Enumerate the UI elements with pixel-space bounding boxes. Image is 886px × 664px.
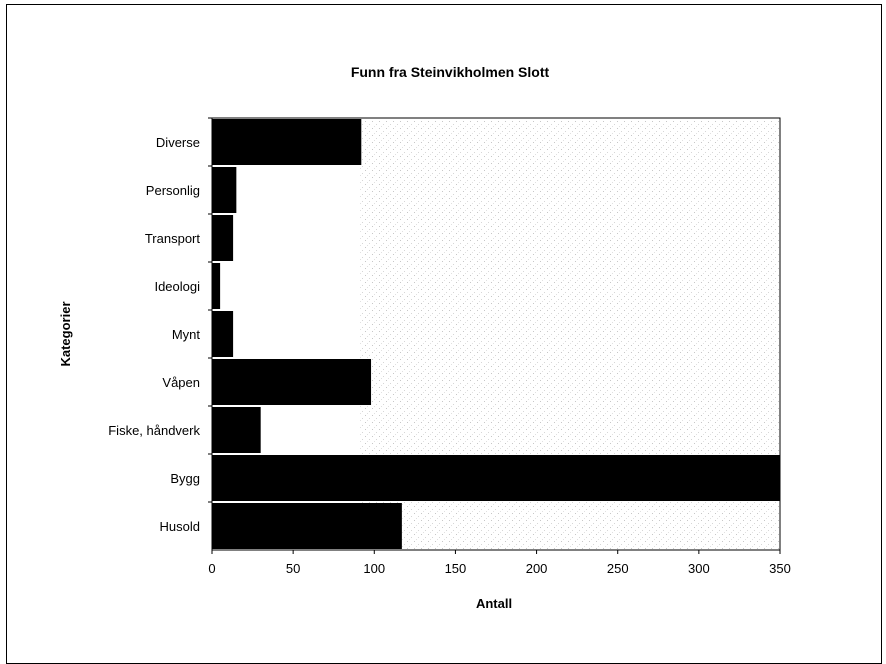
- y-tick-label: Husold: [160, 519, 200, 534]
- x-tick-label: 350: [769, 561, 791, 576]
- bar: [212, 119, 362, 165]
- x-tick-label: 200: [526, 561, 548, 576]
- y-tick-label: Ideologi: [154, 279, 200, 294]
- y-axis-title: Kategorier: [58, 301, 73, 366]
- y-tick-label: Bygg: [170, 471, 200, 486]
- bar: [212, 407, 261, 453]
- bar: [212, 311, 234, 357]
- bar: [212, 167, 237, 213]
- x-tick-label: 150: [445, 561, 467, 576]
- x-tick-label: 250: [607, 561, 629, 576]
- x-tick-label: 100: [363, 561, 385, 576]
- chart-title: Funn fra Steinvikholmen Slott: [351, 64, 550, 80]
- y-tick-label: Mynt: [172, 327, 201, 342]
- bar: [212, 215, 234, 261]
- y-tick-label: Personlig: [146, 183, 200, 198]
- x-tick-label: 300: [688, 561, 710, 576]
- bar: [212, 503, 402, 549]
- x-tick-label: 0: [208, 561, 215, 576]
- y-tick-label: Transport: [145, 231, 201, 246]
- bar: [212, 359, 372, 405]
- bar: [212, 455, 780, 501]
- x-axis-title: Antall: [476, 596, 512, 611]
- y-tick-label: Fiske, håndverk: [108, 423, 200, 438]
- y-tick-label: Våpen: [162, 375, 200, 390]
- y-tick-label: Diverse: [156, 135, 200, 150]
- bar-chart: Funn fra Steinvikholmen Slott Diverse Per…: [58, 64, 791, 611]
- x-tick-label: 50: [286, 561, 300, 576]
- bar: [212, 263, 221, 309]
